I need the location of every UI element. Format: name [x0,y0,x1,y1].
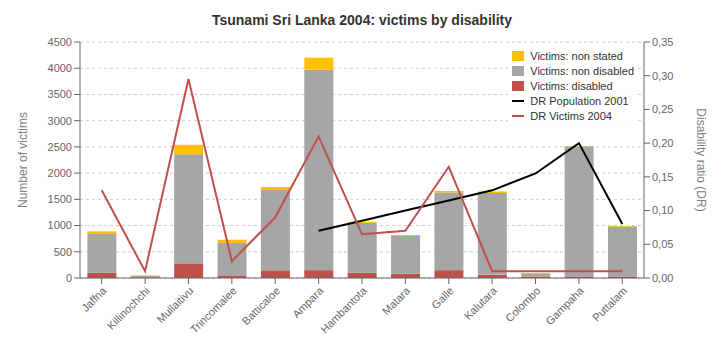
svg-text:1500: 1500 [48,193,72,205]
svg-text:0,10: 0,10 [652,204,673,216]
svg-text:0,30: 0,30 [652,70,673,82]
svg-text:1000: 1000 [48,219,72,231]
html-text:Victims: non stated: Victims: non stated [530,49,623,62]
svg-text:Gampaha: Gampaha [543,284,586,327]
html-text:Tsunami Sri Lanka 2004: victim: Tsunami Sri Lanka 2004: victims by disab… [212,12,512,28]
svg-text:0,20: 0,20 [652,137,673,149]
svg-text:Ampara: Ampara [290,284,326,320]
svg-text:Trincomalee: Trincomalee [188,284,239,335]
html-text:DR Victims 2004: DR Victims 2004 [530,109,612,122]
svg-text:0,25: 0,25 [652,103,673,115]
svg-text:Number of victims: Number of victims [16,112,30,208]
svg-text:Colombo: Colombo [503,284,543,324]
svg-text:Kalutara: Kalutara [462,284,500,322]
svg-text:Puttalam: Puttalam [590,284,629,323]
svg-text:0,00: 0,00 [652,272,673,284]
svg-text:2500: 2500 [48,141,72,153]
html-text:Victims: non disabled: Victims: non disabled [530,64,634,77]
svg-text:3500: 3500 [48,88,72,100]
svg-text:0,05: 0,05 [652,238,673,250]
svg-text:0,35: 0,35 [652,36,673,48]
svg-text:Batticaloe: Batticaloe [240,284,283,327]
svg-text:0: 0 [66,272,72,284]
svg-text:0,15: 0,15 [652,171,673,183]
svg-text:Galle: Galle [429,284,456,311]
html-text:Victims: disabled: Victims: disabled [530,79,613,92]
svg-text:3000: 3000 [48,115,72,127]
svg-text:4500: 4500 [48,36,72,48]
svg-text:Killinochchi: Killinochchi [105,284,152,331]
svg-text:Mullaitivu: Mullaitivu [154,284,195,325]
svg-text:Disability ratio (DR): Disability ratio (DR) [694,108,708,211]
html-text:DR Population 2001: DR Population 2001 [530,94,629,107]
svg-text:500: 500 [54,246,72,258]
svg-text:Matara: Matara [380,284,413,317]
svg-text:2000: 2000 [48,167,72,179]
svg-text:4000: 4000 [48,62,72,74]
svg-text:Hambantota: Hambantota [318,284,369,335]
svg-text:Jaffna: Jaffna [79,284,109,314]
